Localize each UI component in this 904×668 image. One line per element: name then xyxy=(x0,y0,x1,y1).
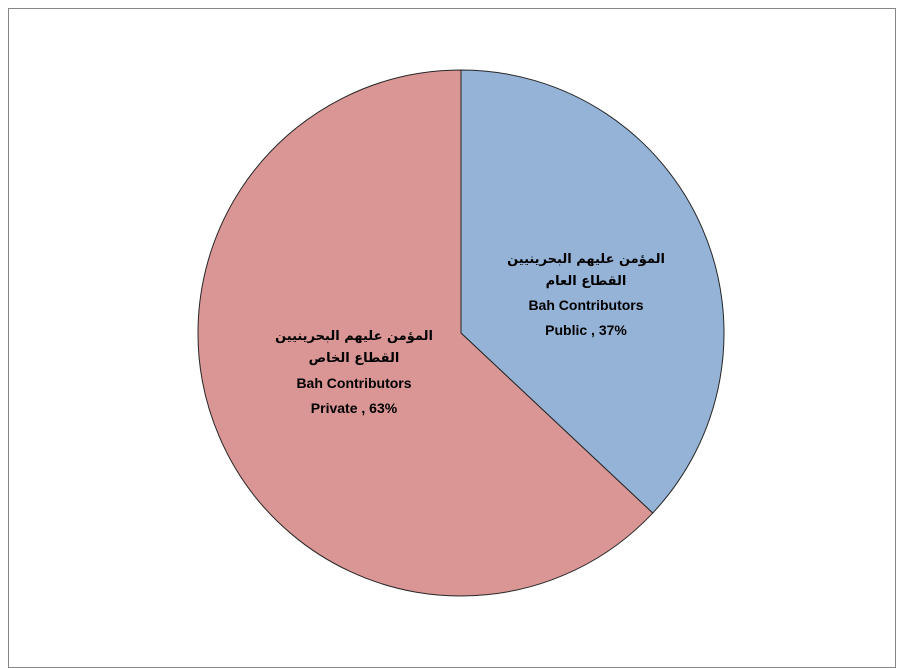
slice-label-public-ar-line1: المؤمن عليهم البحرينيين xyxy=(507,252,665,267)
slice-label-private-ar-line1: المؤمن عليهم البحرينيين xyxy=(275,329,433,344)
slice-label-public-ar-line2: القطاع العام xyxy=(546,274,627,289)
slice-label-private-en-line1: Bah Contributors xyxy=(296,375,411,391)
pie-slice-private xyxy=(197,69,654,597)
slice-label-public: المؤمن عليهم البحرينيين القطاع العام Bah… xyxy=(507,252,665,338)
slice-label-private-ar-line2: القطاع الخاص xyxy=(309,351,400,366)
pie-chart: المؤمن عليهم البحرينيين القطاع العام Bah… xyxy=(197,69,725,597)
slice-label-private-en-line2: Private , 63% xyxy=(311,400,398,416)
slice-label-private: المؤمن عليهم البحرينيين القطاع الخاص Bah… xyxy=(275,329,433,416)
pie-slices xyxy=(197,69,725,597)
slice-label-public-en-line2: Public , 37% xyxy=(545,322,627,338)
slice-label-public-en-line1: Bah Contributors xyxy=(528,297,643,313)
pie-slice-public xyxy=(460,69,725,514)
pie-labels: المؤمن عليهم البحرينيين القطاع العام Bah… xyxy=(275,252,665,416)
